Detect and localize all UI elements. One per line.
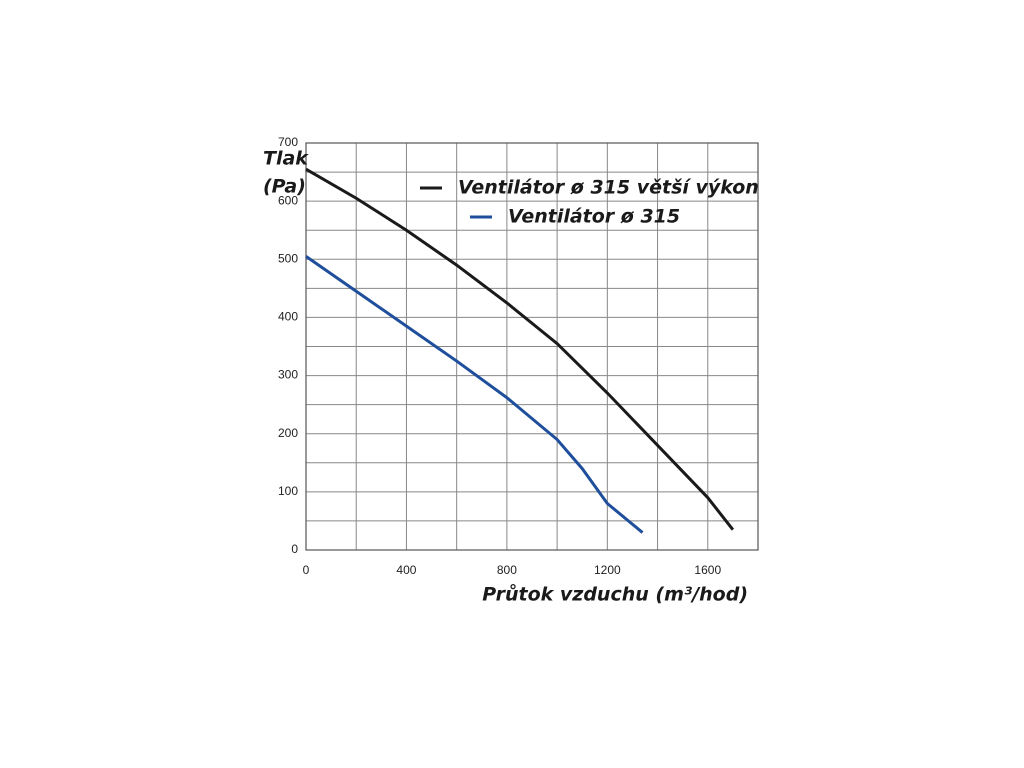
line-series bbox=[305, 167, 735, 531]
x-axis-label: Průtok vzduchu (m³/hod) bbox=[482, 583, 748, 606]
plot-frame bbox=[305, 142, 759, 551]
y-tick-label: 600 bbox=[278, 193, 298, 207]
x-tick-label: 800 bbox=[497, 563, 517, 577]
y-tick-label: 500 bbox=[278, 251, 298, 265]
y-tick-label: 100 bbox=[278, 484, 298, 498]
line-series bbox=[305, 255, 644, 534]
y-tick-label: 200 bbox=[278, 426, 298, 440]
x-tick-label: 0 bbox=[303, 563, 310, 577]
y-tick-label: 0 bbox=[291, 542, 298, 556]
y-axis-label: (Pa) bbox=[263, 176, 306, 198]
y-tick-label: 400 bbox=[278, 310, 298, 324]
x-tick-label: 1600 bbox=[694, 563, 721, 577]
legend-label: Ventilátor ø 315 bbox=[508, 206, 680, 228]
x-tick-label: 1200 bbox=[594, 563, 621, 577]
y-tick-label: 700 bbox=[278, 135, 298, 149]
y-axis-label: Tlak bbox=[263, 148, 309, 170]
legend-label: Ventilátor ø 315 větší výkon bbox=[458, 177, 759, 199]
y-tick-label: 300 bbox=[278, 368, 298, 382]
x-tick-label: 400 bbox=[396, 563, 416, 577]
